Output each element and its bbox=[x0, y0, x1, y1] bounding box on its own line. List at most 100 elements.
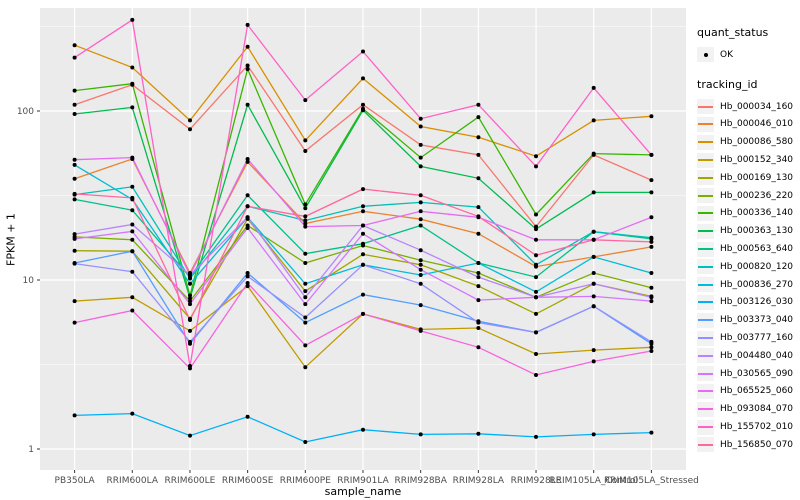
line-key-icon bbox=[697, 205, 714, 221]
series-color-swatch bbox=[698, 408, 713, 411]
series-color-swatch bbox=[698, 337, 713, 340]
data-point bbox=[361, 262, 365, 267]
data-point bbox=[649, 235, 654, 240]
data-point bbox=[649, 339, 654, 344]
data-point bbox=[130, 155, 135, 160]
data-point bbox=[591, 294, 596, 299]
data-point bbox=[591, 151, 596, 156]
series-color-swatch bbox=[698, 159, 713, 162]
data-point bbox=[591, 432, 596, 437]
data-point bbox=[303, 343, 308, 348]
data-point bbox=[476, 345, 481, 350]
data-point bbox=[188, 299, 192, 304]
legend-item-tracking-11: Hb_003126_030 bbox=[697, 294, 799, 312]
data-point bbox=[188, 281, 192, 286]
data-point bbox=[361, 292, 365, 297]
line-key-icon bbox=[697, 401, 714, 417]
data-point bbox=[649, 215, 654, 220]
data-point bbox=[418, 164, 423, 169]
x-tick-label: RRIM600LE bbox=[165, 476, 216, 486]
legend-item-label: Hb_155702_010 bbox=[720, 422, 794, 433]
data-point bbox=[534, 311, 538, 316]
series-color-swatch bbox=[698, 319, 713, 322]
y-tick-label: 100 bbox=[17, 107, 34, 117]
data-point bbox=[534, 253, 538, 258]
data-point bbox=[303, 221, 308, 226]
data-point bbox=[72, 299, 77, 304]
data-point bbox=[476, 176, 481, 181]
legend-item-label: Hb_000563_640 bbox=[720, 244, 794, 255]
series-color-swatch bbox=[698, 123, 713, 126]
data-point bbox=[130, 229, 135, 234]
data-point bbox=[361, 231, 365, 236]
data-point bbox=[418, 193, 423, 198]
data-point bbox=[476, 298, 481, 303]
data-point bbox=[649, 349, 654, 353]
legend-item-tracking-13: Hb_003777_160 bbox=[697, 329, 799, 347]
legend-item-label: Hb_156850_070 bbox=[720, 439, 794, 450]
data-point bbox=[591, 229, 596, 234]
y-tick-label: 1 bbox=[28, 445, 34, 455]
data-point bbox=[418, 432, 423, 437]
data-point bbox=[72, 413, 77, 418]
data-point bbox=[72, 197, 77, 202]
x-tick-label: RRIM600PE bbox=[280, 476, 332, 486]
data-point bbox=[418, 223, 423, 228]
data-point bbox=[361, 252, 365, 257]
point-key-icon bbox=[697, 47, 714, 63]
data-point bbox=[303, 315, 308, 320]
data-point bbox=[303, 302, 308, 307]
data-point bbox=[245, 274, 250, 279]
data-point bbox=[130, 208, 135, 213]
series-color-swatch bbox=[698, 248, 713, 251]
data-point bbox=[245, 63, 250, 68]
legend-item-label: Hb_000336_140 bbox=[720, 208, 794, 219]
legend-item-tracking-2: Hb_000086_580 bbox=[697, 133, 799, 151]
data-point bbox=[303, 98, 308, 103]
line-key-icon bbox=[697, 188, 714, 204]
data-point bbox=[245, 281, 250, 285]
data-point bbox=[418, 303, 423, 308]
data-point bbox=[649, 178, 654, 183]
data-point bbox=[534, 289, 538, 294]
data-point bbox=[303, 365, 308, 370]
legend-item-tracking-1: Hb_000046_010 bbox=[697, 116, 799, 134]
legend-item-label: Hb_003126_030 bbox=[720, 297, 794, 308]
data-point bbox=[418, 262, 423, 267]
data-point bbox=[188, 296, 192, 301]
legend-item-label: Hb_093084_070 bbox=[720, 404, 794, 415]
data-point bbox=[591, 281, 596, 286]
legend-item-tracking-0: Hb_000034_160 bbox=[697, 98, 799, 116]
data-point bbox=[361, 108, 365, 113]
line-key-icon bbox=[697, 348, 714, 364]
legend-item-label: Hb_000152_340 bbox=[720, 155, 794, 166]
legend-title-tracking-id: tracking_id bbox=[697, 77, 758, 91]
data-point bbox=[361, 76, 365, 81]
data-point bbox=[188, 364, 192, 368]
x-tick-label: RRIM928LE bbox=[511, 476, 562, 486]
data-point bbox=[476, 205, 481, 210]
line-key-icon bbox=[697, 437, 714, 453]
data-point bbox=[418, 200, 423, 205]
data-point bbox=[534, 275, 538, 280]
data-point bbox=[418, 248, 423, 253]
line-key-icon bbox=[697, 152, 714, 168]
data-point bbox=[591, 237, 596, 242]
x-axis-title: sample_name bbox=[324, 485, 402, 498]
data-point bbox=[245, 157, 250, 161]
data-point bbox=[245, 193, 250, 198]
line-key-icon bbox=[697, 99, 714, 115]
data-point bbox=[130, 195, 135, 200]
data-point bbox=[245, 226, 250, 230]
data-point bbox=[591, 359, 596, 364]
data-point bbox=[649, 152, 654, 157]
series-color-swatch bbox=[698, 443, 713, 446]
legend-item-label: Hb_000046_010 bbox=[720, 119, 794, 130]
line-key-icon bbox=[697, 134, 714, 150]
series-color-swatch bbox=[698, 265, 713, 268]
x-tick-label: RRIM600LA bbox=[107, 476, 159, 486]
data-point bbox=[72, 88, 77, 93]
legend-item-tracking-3: Hb_000152_340 bbox=[697, 151, 799, 169]
data-point bbox=[361, 427, 365, 432]
series-color-swatch bbox=[698, 426, 713, 429]
